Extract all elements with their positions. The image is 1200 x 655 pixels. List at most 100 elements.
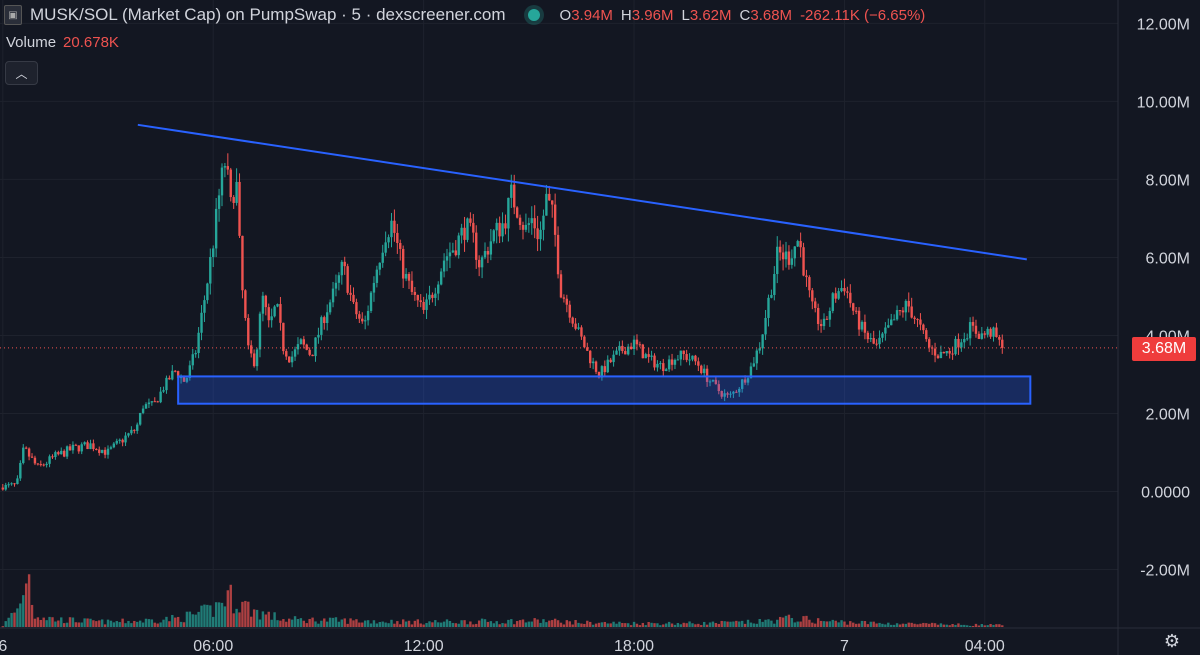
- volume-bar: [68, 617, 72, 627]
- volume-bar: [521, 619, 525, 627]
- y-tick-label: 2.00M: [1146, 406, 1190, 423]
- candle-body: [995, 327, 998, 337]
- candle-body: [811, 290, 814, 302]
- x-tick-label: 6: [0, 638, 7, 655]
- candle-body: [580, 327, 583, 337]
- volume-bar: [451, 622, 455, 627]
- candle-body: [843, 288, 846, 292]
- candle-body: [401, 248, 405, 279]
- candle-body: [942, 351, 946, 354]
- candle-body: [366, 310, 370, 321]
- volume-bar: [662, 624, 665, 627]
- volume-bar: [831, 619, 834, 627]
- volume-bar: [220, 602, 224, 627]
- volume-bar: [179, 621, 183, 627]
- volume-bar: [238, 612, 241, 627]
- candle-body: [632, 339, 636, 350]
- candle-body: [966, 338, 969, 340]
- candle-body: [45, 463, 48, 466]
- candle-body: [36, 463, 40, 465]
- open-label: O: [559, 6, 572, 24]
- volume-bar: [489, 621, 493, 627]
- volume-bar: [644, 625, 647, 627]
- candle-body: [410, 280, 414, 292]
- volume-bar: [764, 619, 767, 627]
- candle-body: [299, 339, 303, 345]
- candle-body: [337, 275, 341, 283]
- settings-gear-icon[interactable]: ⚙: [1163, 631, 1181, 651]
- volume-bar: [115, 621, 118, 627]
- volume-bar: [828, 621, 832, 627]
- candle-body: [510, 184, 513, 198]
- volume-bar: [834, 620, 837, 627]
- candle-body: [784, 251, 788, 260]
- candle-body: [700, 365, 703, 374]
- candle-body: [302, 339, 306, 345]
- volume-bar: [854, 623, 858, 627]
- candle-body: [68, 446, 72, 451]
- candle-body: [513, 184, 516, 208]
- volume-bar: [594, 623, 598, 627]
- volume-bar: [778, 616, 782, 627]
- volume-bar: [892, 624, 896, 627]
- volume-bar: [928, 623, 931, 627]
- candle-body: [571, 317, 574, 324]
- candle-body: [866, 332, 870, 340]
- candle-body: [691, 355, 694, 360]
- candle-body: [892, 319, 896, 321]
- volume-bar: [752, 623, 756, 627]
- candle-body: [369, 292, 373, 311]
- low-value: 3.62M: [689, 6, 732, 24]
- volume-bar: [197, 611, 200, 627]
- candle-body: [650, 355, 653, 357]
- volume-bar: [966, 625, 969, 627]
- volume-bar: [910, 622, 913, 627]
- volume-bar: [89, 618, 92, 627]
- candle-body: [226, 166, 230, 170]
- candle-body: [796, 241, 799, 247]
- candle-body: [232, 197, 235, 203]
- candle-body: [846, 291, 849, 293]
- volume-bar: [74, 622, 78, 627]
- candle-body: [948, 351, 951, 354]
- volume-bar: [974, 623, 978, 627]
- volume-bar: [784, 615, 788, 627]
- volume-bar: [463, 620, 466, 627]
- candle-body: [624, 351, 627, 355]
- volume-bar: [621, 622, 624, 627]
- candle-body: [217, 195, 221, 209]
- candle-body: [95, 449, 98, 451]
- candle-body: [133, 429, 136, 431]
- candle-body: [442, 260, 446, 272]
- volume-bar: [688, 621, 691, 627]
- candle-body: [121, 439, 124, 443]
- candle-body: [328, 302, 332, 313]
- candle-body: [57, 452, 60, 455]
- candle-body: [1, 487, 5, 490]
- volume-bar: [957, 623, 960, 627]
- volume-bar: [659, 625, 662, 627]
- candle-body: [404, 273, 408, 279]
- candle-body: [130, 429, 133, 434]
- volume-bar: [404, 621, 408, 627]
- volume-bar: [843, 621, 846, 627]
- candle-body: [933, 348, 937, 356]
- collapse-legend-button[interactable]: ︿: [5, 61, 38, 85]
- candle-body: [258, 313, 262, 350]
- candle-body: [884, 327, 887, 334]
- volume-bar: [819, 620, 823, 627]
- candle-body: [86, 442, 89, 450]
- volume-bar: [711, 621, 715, 627]
- volume-bar: [743, 623, 747, 627]
- volume-bar: [320, 620, 323, 627]
- candle-body: [802, 247, 805, 276]
- candle-body: [65, 446, 69, 457]
- candle-body: [635, 339, 639, 345]
- volume-bar: [185, 611, 189, 627]
- candle-body: [787, 251, 791, 265]
- volume-bar: [632, 621, 636, 627]
- volume-bar: [746, 619, 750, 627]
- volume-bar: [255, 609, 259, 627]
- volume-bar: [33, 618, 37, 627]
